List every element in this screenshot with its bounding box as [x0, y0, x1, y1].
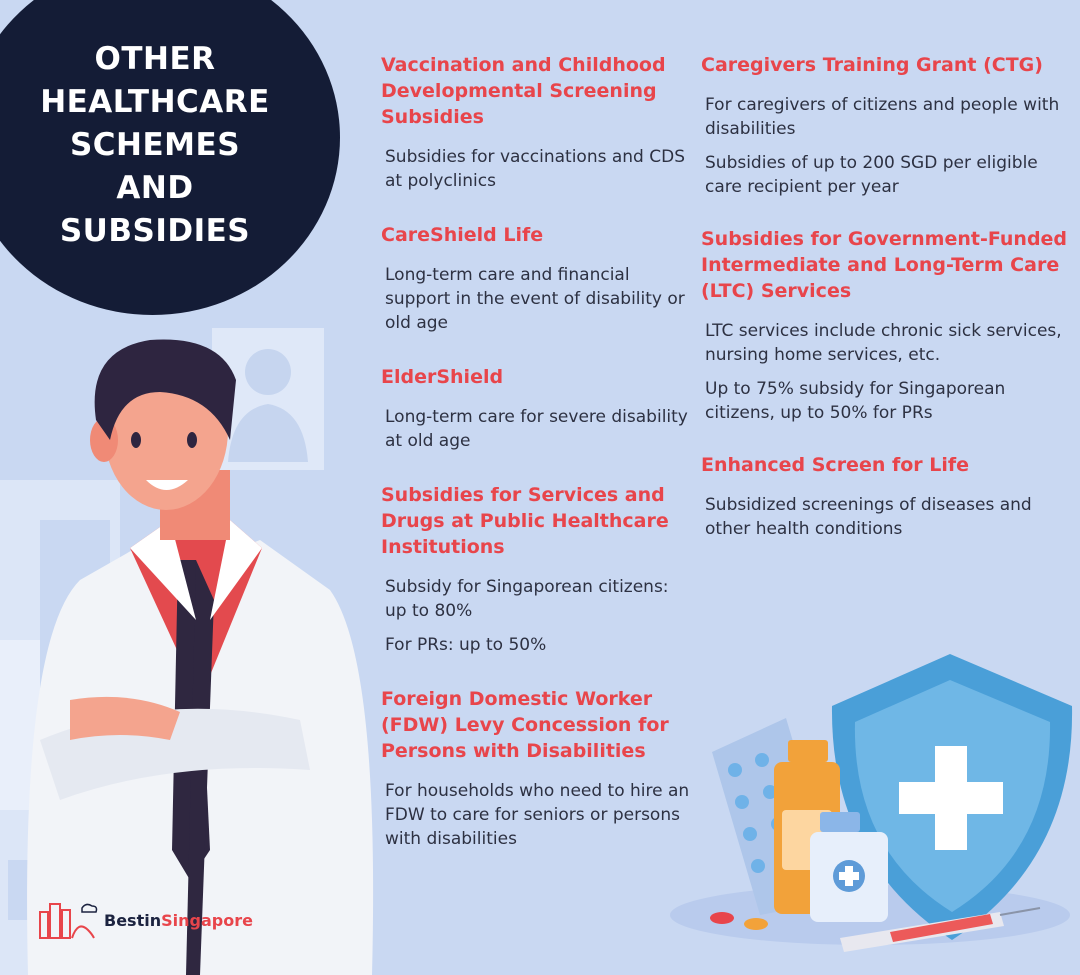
scheme-careshield-life: CareShield Life Long-term care and finan… — [381, 222, 691, 335]
medicine-bottle-icon — [774, 740, 888, 922]
scheme-title: Enhanced Screen for Life — [701, 454, 970, 476]
scheme-description: Subsidized screenings of diseases and ot… — [705, 495, 1032, 539]
logo-text-part1: Bestin — [104, 911, 162, 930]
scheme-title: CareShield Life — [381, 224, 544, 246]
scheme-title: Vaccination and Childhood Developmental … — [381, 54, 666, 128]
medical-supplies — [670, 654, 1073, 952]
scheme-vaccination: Vaccination and Childhood Developmental … — [381, 52, 691, 193]
scheme-title: Caregivers Training Grant (CTG) — [701, 54, 1043, 76]
scheme-description: For households who need to hire an FDW t… — [385, 781, 690, 849]
scheme-description: Subsidy for Singaporean citizens: up to … — [385, 577, 669, 621]
scheme-description: Subsidies for vaccinations and CDS at po… — [385, 147, 685, 191]
right-column: Caregivers Training Grant (CTG) For care… — [701, 52, 1073, 568]
logo-text: BestinSingapore — [104, 911, 253, 930]
scheme-description: LTC services include chronic sick servic… — [705, 321, 1062, 365]
scheme-ltc-services: Subsidies for Government-Funded Intermed… — [701, 226, 1073, 425]
logo-text-part2: Singapore — [161, 911, 253, 930]
brand-logo: BestinSingapore — [38, 900, 253, 940]
scheme-description: Long-term care and financial support in … — [385, 265, 685, 333]
scheme-fdw-levy: Foreign Domestic Worker (FDW) Levy Conce… — [381, 686, 691, 851]
city-logo-icon — [39, 903, 98, 939]
syringe-icon — [840, 907, 1041, 952]
scheme-screen-for-life: Enhanced Screen for Life Subsidized scre… — [701, 452, 1073, 541]
page-title: OTHER HEALTHCARE SCHEMES AND SUBSIDIES — [40, 41, 270, 249]
scheme-description: For PRs: up to 50% — [385, 635, 547, 655]
scheme-title: Subsidies for Services and Drugs at Publ… — [381, 484, 669, 558]
scheme-title: Subsidies for Government-Funded Intermed… — [701, 228, 1068, 302]
scheme-title: ElderShield — [381, 366, 504, 388]
scheme-description: Up to 75% subsidy for Singaporean citize… — [705, 379, 1006, 423]
shield-cross-icon — [831, 654, 1073, 940]
scheme-eldershield: ElderShield Long-term care for severe di… — [381, 364, 691, 453]
scheme-description: For caregivers of citizens and people wi… — [705, 95, 1060, 139]
scheme-caregivers-training: Caregivers Training Grant (CTG) For care… — [701, 52, 1073, 199]
scheme-title: Foreign Domestic Worker (FDW) Levy Conce… — [381, 688, 669, 762]
scheme-description: Subsidies of up to 200 SGD per eligible … — [705, 153, 1038, 197]
left-column: Vaccination and Childhood Developmental … — [381, 52, 691, 880]
doctor-illustration — [27, 339, 374, 975]
scheme-description: Long-term care for severe disability at … — [385, 407, 688, 451]
title-circle — [0, 0, 340, 315]
scheme-public-healthcare: Subsidies for Services and Drugs at Publ… — [381, 482, 691, 657]
